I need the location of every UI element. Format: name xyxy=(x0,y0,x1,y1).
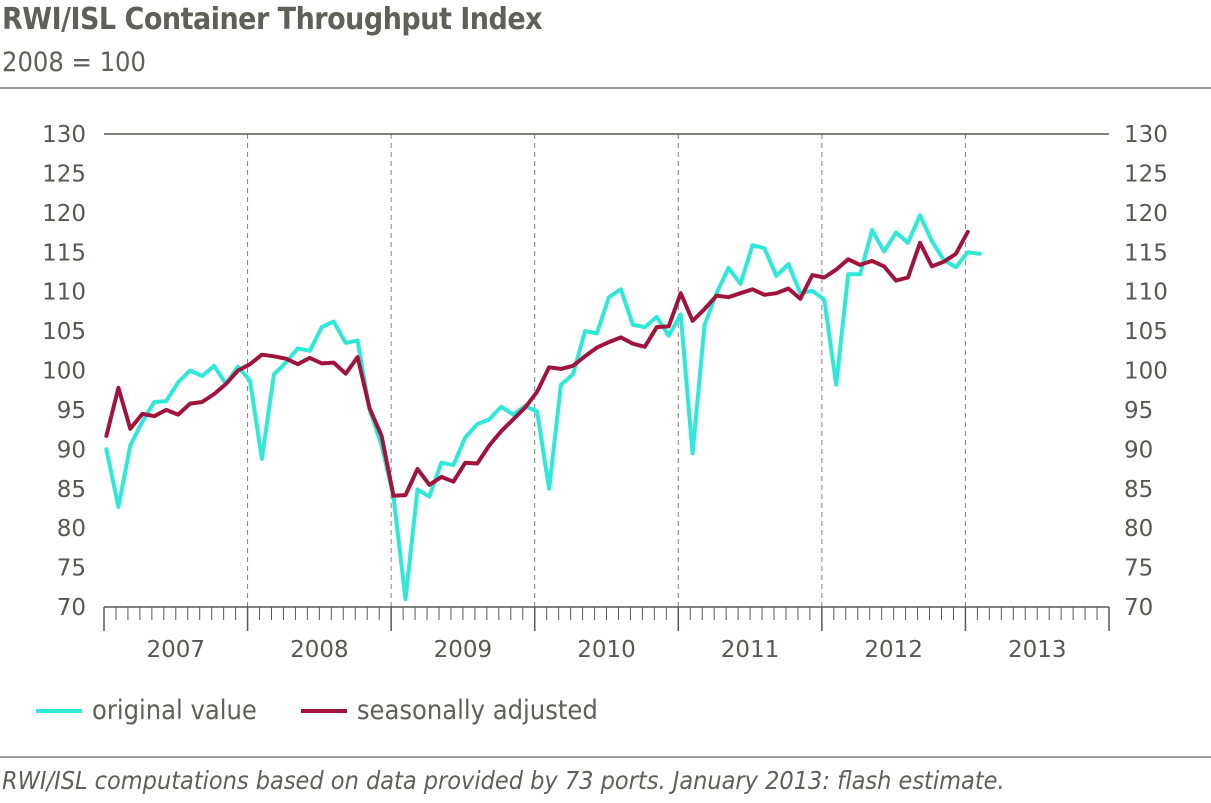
series-line-original xyxy=(104,213,982,602)
y-tick-label-right: 70 xyxy=(1124,595,1153,621)
legend-swatch-seasonal xyxy=(300,708,347,713)
line-chart: 70 75 80 85 90 95 100 105 110 115 120 125 130 70 75 80… xyxy=(42,122,1168,663)
y-tick-label-left: 105 xyxy=(42,319,86,345)
x-tick-label: 2008 xyxy=(290,637,349,663)
x-tick-label: 2010 xyxy=(577,637,636,663)
legend-item-seasonal: seasonally adjusted xyxy=(300,695,598,726)
legend-label-original: original value xyxy=(92,695,257,726)
x-tick-label: 2007 xyxy=(147,637,206,663)
x-tick-label: 2009 xyxy=(434,637,493,663)
y-tick-label-left: 120 xyxy=(42,201,86,227)
y-tick-label-left: 125 xyxy=(42,161,86,187)
y-tick-label-left: 75 xyxy=(57,556,86,582)
footer-divider xyxy=(0,756,1211,758)
y-tick-label-right: 95 xyxy=(1124,398,1153,424)
y-tick-label-left: 85 xyxy=(57,477,86,503)
x-axis: 2007 2008 2009 2010 2011 2012 2013 xyxy=(103,607,1110,663)
x-tick-label: 2011 xyxy=(721,637,780,663)
y-tick-label-left: 70 xyxy=(57,595,86,621)
header-divider xyxy=(0,87,1211,89)
chart-axes xyxy=(104,133,1109,608)
x-tick-label: 2013 xyxy=(1008,637,1067,663)
y-tick-label-right: 75 xyxy=(1124,556,1153,582)
legend-item-original: original value xyxy=(36,695,257,726)
page-title: RWI/ISL Container Throughput Index xyxy=(2,2,543,37)
legend-label-seasonal: seasonally adjusted xyxy=(356,695,598,726)
chart-legend: original value seasonally adjusted xyxy=(36,695,642,726)
y-tick-label-right: 115 xyxy=(1124,240,1168,266)
y-tick-label-right: 125 xyxy=(1124,161,1168,187)
y-tick-label-left: 90 xyxy=(57,437,86,463)
y-tick-label-left: 130 xyxy=(42,122,86,148)
y-tick-label-right: 100 xyxy=(1124,359,1168,385)
chart-grid xyxy=(247,134,966,607)
y-tick-label-left: 115 xyxy=(42,240,86,266)
y-axis-left: 70 75 80 85 90 95 100 105 110 115 120 125 130 xyxy=(42,122,86,621)
y-tick-label-right: 80 xyxy=(1124,516,1153,542)
y-tick-label-left: 80 xyxy=(57,516,86,542)
legend-swatch-original xyxy=(36,708,82,713)
y-tick-label-right: 110 xyxy=(1124,280,1168,306)
y-tick-label-left: 100 xyxy=(42,359,86,385)
series-line-seasonal xyxy=(104,229,970,498)
chart-subtitle: 2008 = 100 xyxy=(2,47,146,78)
y-tick-label-right: 120 xyxy=(1124,201,1168,227)
y-tick-label-right: 105 xyxy=(1124,319,1168,345)
y-tick-label-right: 85 xyxy=(1124,477,1153,503)
y-tick-label-right: 90 xyxy=(1124,437,1153,463)
y-tick-label-right: 130 xyxy=(1124,122,1168,148)
chart-series xyxy=(104,213,982,602)
y-axis-right: 70 75 80 85 90 95 100 105 110 115 120 125 130 xyxy=(1124,122,1168,621)
x-tick-label: 2012 xyxy=(864,637,923,663)
y-tick-label-left: 95 xyxy=(57,398,86,424)
source-note: RWI/ISL computations based on data provi… xyxy=(2,766,1005,795)
y-tick-label-left: 110 xyxy=(42,280,86,306)
